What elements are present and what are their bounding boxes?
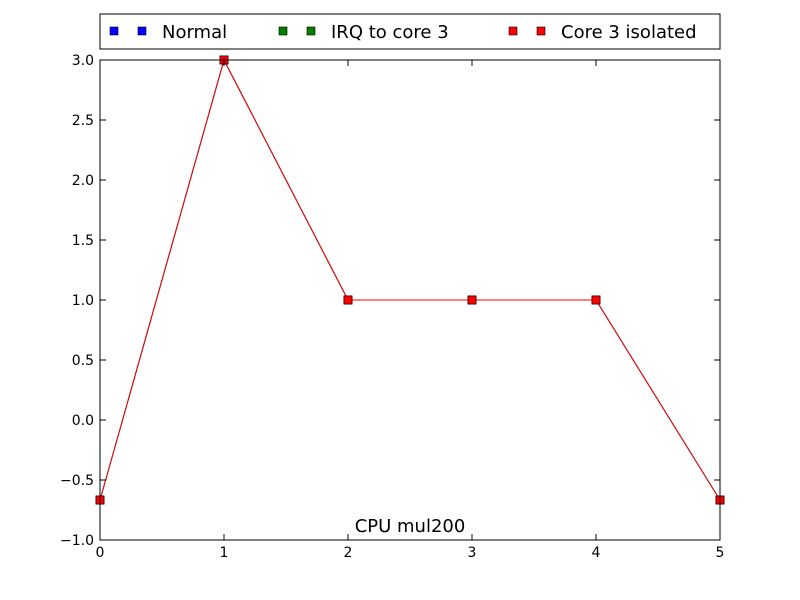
y-tick-label: 1.5 — [72, 233, 94, 249]
series-line — [100, 60, 720, 501]
y-tick-label: 0.0 — [72, 413, 94, 429]
y-tick-label: 2.0 — [72, 173, 94, 189]
x-tick-label: 3 — [468, 545, 477, 561]
x-tick-label: 4 — [592, 545, 601, 561]
legend-frame — [99, 13, 721, 50]
y-tick-label: −1.0 — [60, 533, 94, 549]
tick-layer: 0 1 2 3 4 5 −1.0 −0.5 0.0 0.5 1.0 1.5 2.0 2.5 3.0 — [60, 53, 724, 561]
x-tick-label: 1 — [220, 545, 229, 561]
data-point — [467, 295, 477, 305]
legend-marker — [306, 26, 316, 36]
y-tick-label: 2.5 — [72, 113, 94, 129]
y-tick-label: 3.0 — [72, 53, 94, 69]
data-point — [343, 295, 353, 305]
y-tick-label: 1.0 — [72, 293, 94, 309]
y-tick-label: 0.5 — [72, 353, 94, 369]
x-tick-label: 5 — [716, 545, 725, 561]
series-layer — [100, 60, 720, 501]
legend-marker — [278, 26, 288, 36]
legend-items: Normal IRQ to core 3 Core 3 isolated — [109, 22, 697, 43]
chart-caption: CPU mul200 — [355, 516, 466, 537]
legend-marker — [109, 26, 119, 36]
legend-marker — [137, 26, 147, 36]
legend-marker — [536, 26, 546, 36]
data-point — [591, 295, 601, 305]
legend-label: Core 3 isolated — [561, 22, 697, 43]
y-tick-label: −0.5 — [60, 473, 94, 489]
legend: Normal IRQ to core 3 Core 3 isolated — [99, 13, 721, 50]
legend-label: IRQ to core 3 — [331, 22, 449, 43]
x-tick-label: 2 — [344, 545, 353, 561]
x-tick-label: 0 — [96, 545, 105, 561]
legend-marker — [508, 26, 518, 36]
legend-label: Normal — [162, 22, 227, 43]
